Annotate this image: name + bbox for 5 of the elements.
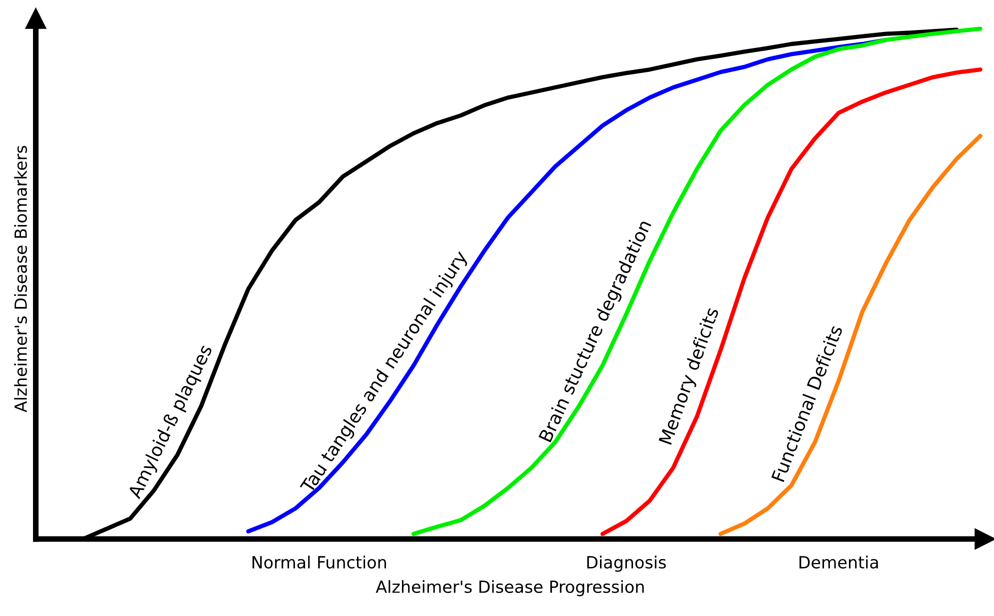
y-axis-title: Alzheimer's Disease Biomarkers — [14, 146, 27, 412]
x-tick-label: Dementia — [800, 556, 878, 569]
x-tick-label: Normal Function — [252, 556, 386, 569]
x-axis-title: Alzheimer's Disease Progression — [376, 580, 644, 596]
x-tick-label: Diagnosis — [587, 556, 666, 572]
